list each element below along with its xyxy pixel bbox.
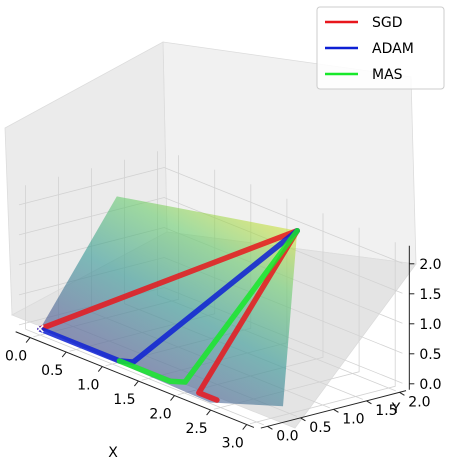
x-tick-label: 0.5	[41, 363, 63, 379]
y-axis-line	[260, 390, 407, 429]
legend-label-adam: ADAM	[372, 41, 414, 57]
x-tick	[242, 424, 248, 430]
z-tick-label: 0.5	[419, 347, 441, 363]
series-path-sgd	[37, 227, 300, 403]
z-tick-label: 1.5	[419, 287, 441, 303]
y-tick	[366, 400, 372, 405]
x-axis-label: X	[108, 445, 118, 461]
y-tick-label: 0.0	[276, 428, 298, 444]
y-tick	[399, 391, 405, 396]
x-tick	[61, 351, 67, 358]
z-tick-label: 0.0	[419, 377, 441, 393]
y-tick-label: 2.0	[408, 394, 430, 410]
x-tick-label: 2.0	[149, 407, 171, 423]
legend-label-sgd: SGD	[372, 15, 403, 31]
axes: 0.00.51.01.52.02.53.0 0.00.51.01.52.00.00…	[5, 245, 442, 452]
x-tick-label: 3.0	[222, 436, 244, 452]
y-tick-label: 0.5	[309, 420, 331, 436]
x-tick	[25, 337, 31, 343]
y-tick	[333, 408, 339, 413]
start-marker: ×	[35, 322, 46, 337]
z-gridline	[18, 197, 403, 294]
x-tick-label: 0.0	[5, 349, 27, 365]
legend: SGD ADAM MAS	[316, 6, 445, 90]
x-tick	[206, 409, 211, 416]
y-tick	[300, 417, 306, 422]
x-tick-label: 1.0	[77, 378, 99, 394]
legend-label-mas: MAS	[372, 67, 403, 83]
z-tick-label: 2.0	[419, 257, 441, 273]
x-tick	[134, 380, 139, 387]
y-tick-label: 1.5	[375, 403, 397, 419]
y-axis-label: Y	[391, 401, 401, 417]
y-tick-label: 1.0	[342, 411, 364, 427]
optimizer-paths: ×	[35, 227, 300, 403]
z-tick-label: 1.0	[419, 317, 441, 333]
x-axis-line	[15, 331, 255, 428]
x-tick-label: 2.5	[185, 421, 207, 437]
x-tick-label: 1.5	[113, 392, 135, 408]
x-tick	[170, 395, 175, 401]
y-tick	[267, 425, 273, 430]
z-gridline	[18, 167, 403, 264]
series-path-mas	[116, 227, 300, 385]
x-tick	[97, 366, 103, 372]
legend-box	[316, 6, 445, 90]
